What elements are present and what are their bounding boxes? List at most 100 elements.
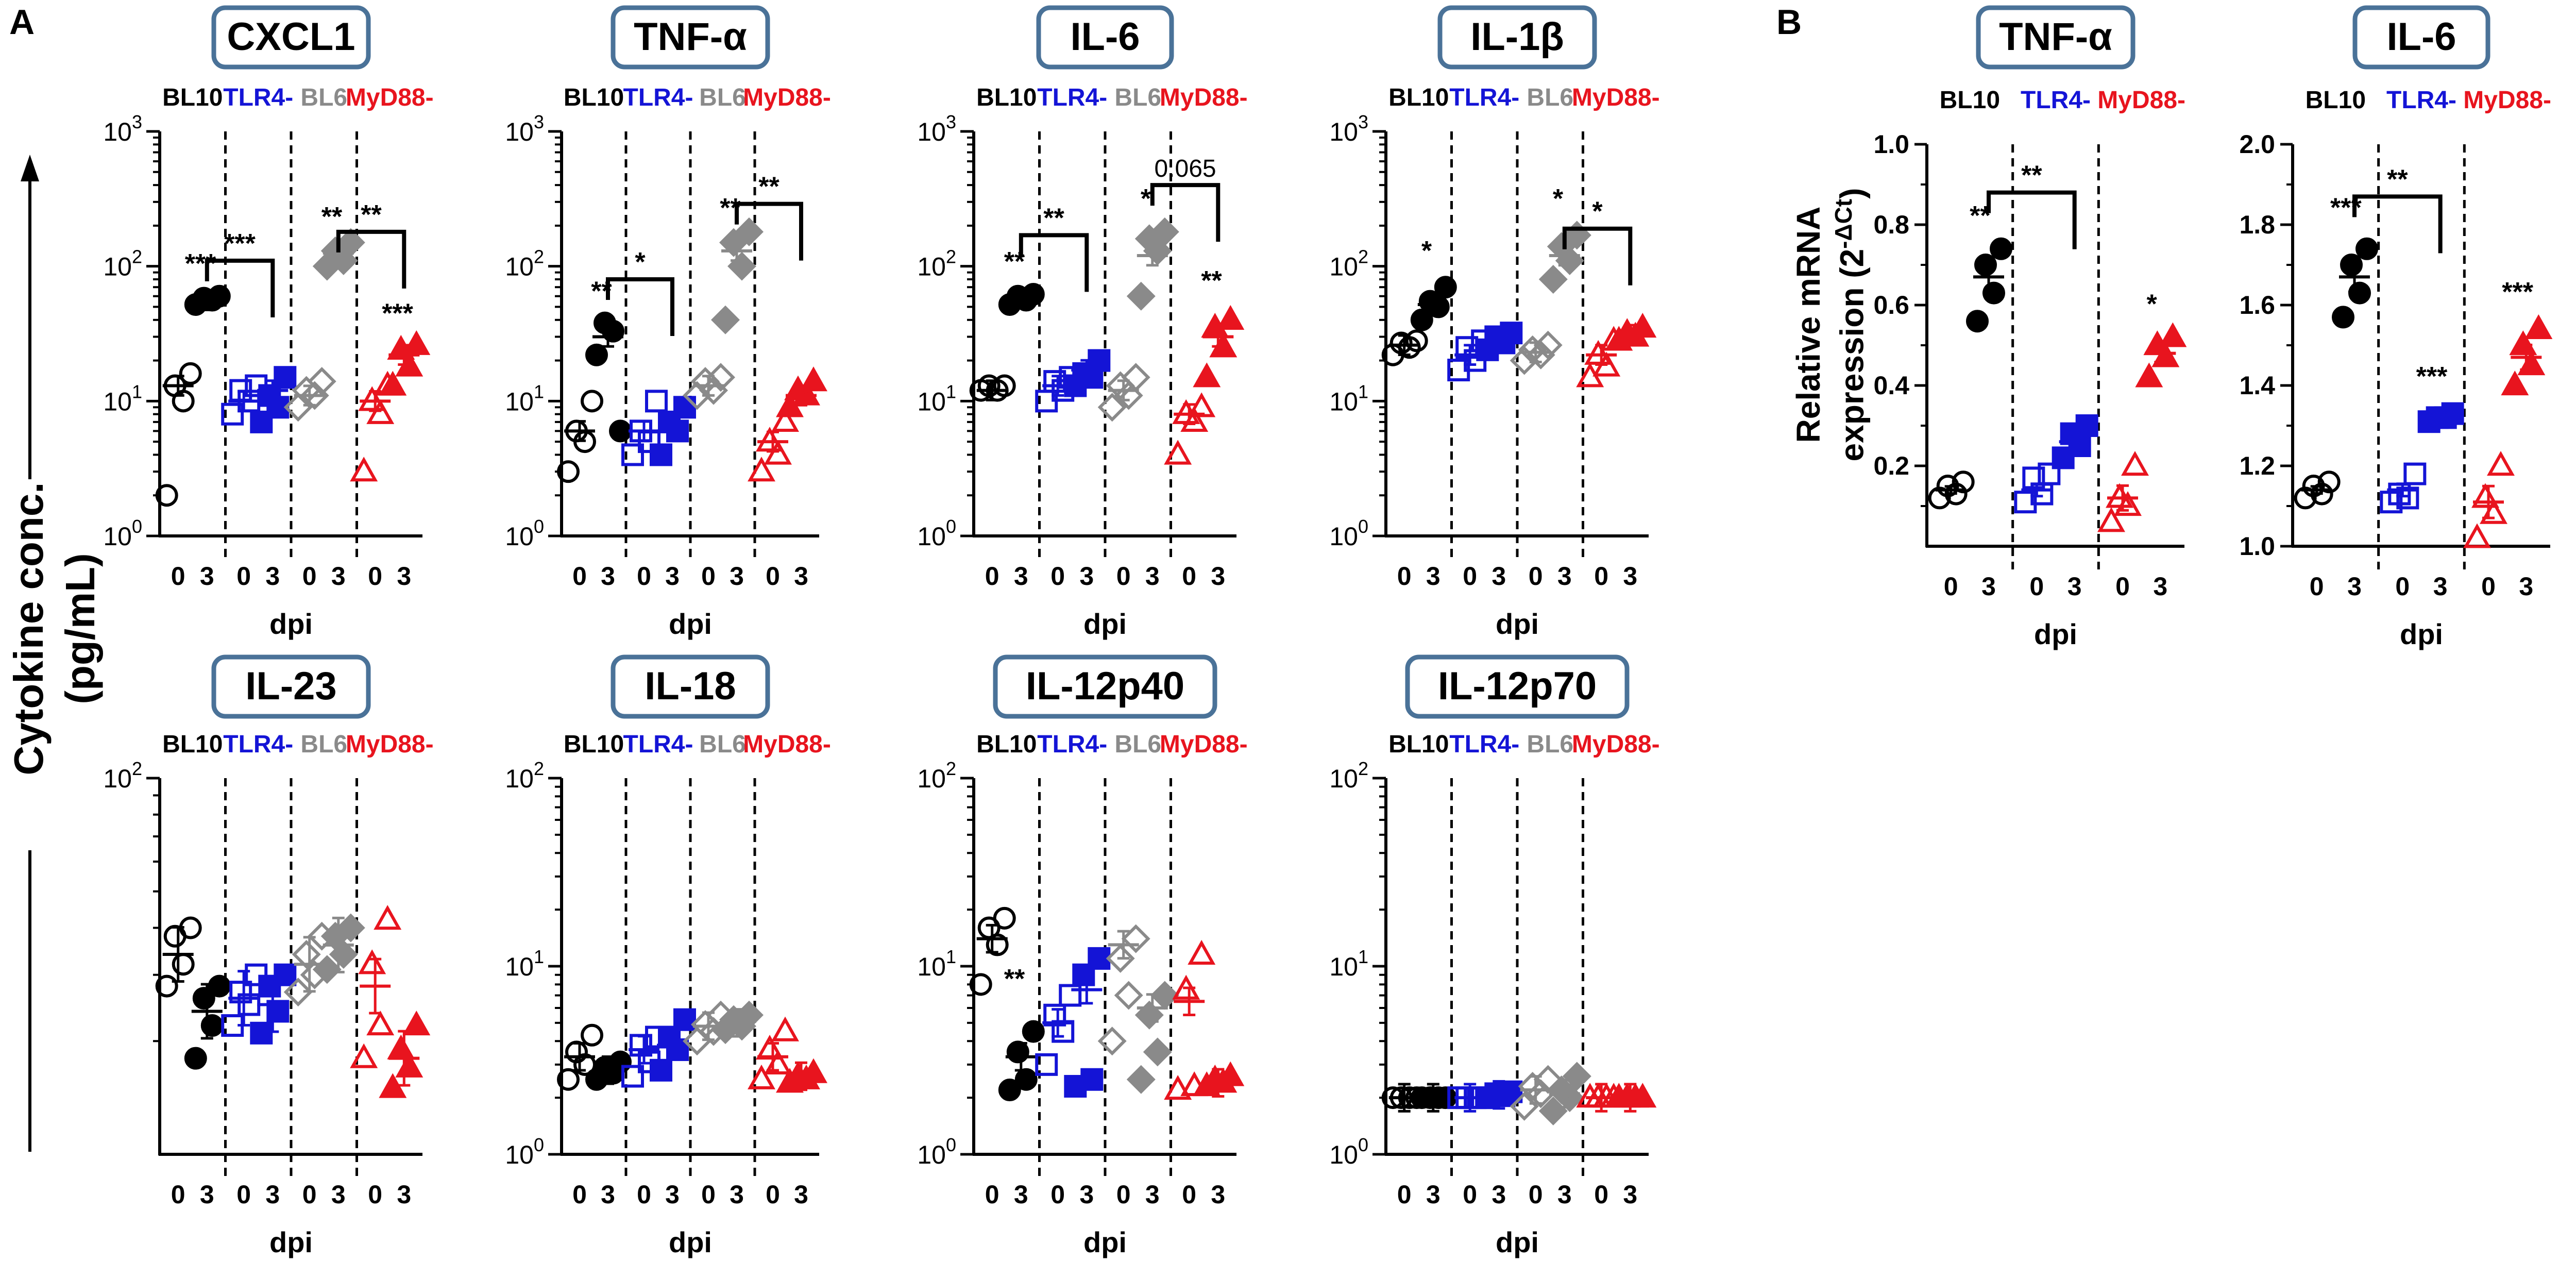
data-point-MyD88-dpi0 (350, 1043, 378, 1068)
chart-title-box (1405, 654, 1630, 719)
data-point-BL6-dpi0 (1518, 1071, 1547, 1101)
data-point-BL10-dpi3 (594, 311, 616, 334)
x-tick-label: 3 (1492, 1180, 1506, 1209)
legend-label-TLR4: TLR4- (223, 731, 293, 758)
y-tick-label: 102 (103, 758, 142, 793)
data-point-TLR4-dpi0 (221, 402, 244, 426)
data-point-BL10-dpi0 (1936, 475, 1959, 497)
x-axis-label: dpi (1083, 1226, 1127, 1258)
data-point-TLR4-dpi0 (621, 443, 644, 466)
data-point-BL6-dpi0 (1097, 1027, 1127, 1056)
data-point-MyD88-dpi0 (366, 1011, 395, 1036)
y-tick-exponent: 1 (1358, 381, 1368, 402)
legend-label-BL10: BL10 (162, 731, 223, 758)
significance-bracket (606, 277, 674, 337)
data-point-BL10-dpi3 (1014, 1068, 1038, 1091)
data-point-TLR4-dpi0 (2014, 491, 2037, 514)
x-tick-label: 3 (601, 562, 615, 591)
data-point-BL6-dpi0 (691, 1010, 720, 1039)
bracket-label: ** (758, 172, 779, 202)
data-point-TLR4-dpi3 (650, 1058, 672, 1082)
data-point-TLR4-dpi0 (2403, 462, 2427, 485)
significance-stars: *** (2416, 362, 2448, 392)
legend-label-BL6: BL6 (1114, 84, 1161, 111)
y-tick-label: 100 (917, 516, 956, 551)
y-tick-exponent: 1 (534, 946, 544, 967)
y-tick-exponent: 2 (534, 246, 544, 267)
data-point-MyD88-dpi0 (764, 440, 792, 465)
legend-label-MyD88: MyD88- (1160, 731, 1248, 758)
data-point-BL10-dpi0 (1405, 329, 1428, 352)
x-tick-label: 3 (1492, 562, 1506, 591)
y-tick-exponent: 0 (946, 1134, 956, 1155)
x-tick-label: 0 (1463, 562, 1477, 591)
chart-title-box (1437, 5, 1597, 70)
data-point-BL6-dpi0 (1510, 346, 1539, 375)
y-tick-exponent: 2 (534, 758, 544, 779)
x-tick-label: 0 (1116, 1180, 1131, 1209)
x-tick-label: 3 (200, 562, 214, 591)
panel-label-b: B (1776, 3, 1802, 42)
legend-label-TLR4: TLR4- (623, 731, 693, 758)
significance-bracket (1562, 226, 1633, 285)
x-tick-label: 3 (2153, 572, 2167, 601)
legend-label-TLR4: TLR4- (1449, 84, 1519, 111)
x-tick-label: 3 (1557, 1180, 1572, 1209)
y-tick-label: 103 (103, 111, 142, 146)
y-tick-label: 101 (1329, 381, 1368, 416)
x-tick-label: 0 (1050, 562, 1065, 591)
legend-label-BL6: BL6 (699, 84, 746, 111)
y-tick-exponent: 0 (534, 516, 544, 537)
data-point-BL10-dpi3 (1434, 276, 1457, 299)
y-tick-label: 101 (505, 381, 544, 416)
x-tick-label: 3 (1079, 1180, 1094, 1209)
y-tick-label: 2.0 (2239, 130, 2275, 159)
data-point-BL6-dpi3 (312, 955, 342, 984)
data-point-BL6-dpi3 (336, 913, 365, 943)
bracket-label: ** (361, 200, 382, 230)
x-tick-label: 3 (1211, 1180, 1225, 1209)
legend-label-BL10: BL10 (976, 731, 1037, 758)
x-tick-label: 3 (331, 562, 346, 591)
data-point-BL6-dpi0 (1533, 330, 1563, 360)
data-point-TLR4-dpi0 (2038, 462, 2061, 485)
chart-title: IL-12p70 (1438, 664, 1597, 708)
data-point-BL6-dpi3 (1126, 1065, 1156, 1094)
data-point-MyD88-dpi3 (1216, 305, 1245, 330)
x-tick-label: 0 (1529, 1180, 1543, 1209)
data-point-BL10-dpi3 (1418, 290, 1442, 313)
significance-stars: ** (321, 202, 343, 232)
x-axis-label: dpi (1083, 608, 1127, 640)
data-point-MyD88-dpi0 (2106, 483, 2133, 508)
x-tick-label: 0 (1116, 562, 1131, 591)
x-tick-label: 3 (265, 562, 280, 591)
data-point-BL6-dpi3 (727, 251, 756, 281)
x-tick-label: 0 (1182, 562, 1196, 591)
chart-title: TNF-α (634, 15, 747, 59)
x-tick-label: 0 (572, 562, 587, 591)
data-point-MyD88-dpi3 (2509, 330, 2537, 356)
data-point-MyD88-dpi0 (358, 386, 386, 411)
x-tick-label: 0 (985, 562, 999, 591)
y-tick-label: 100 (1329, 1134, 1368, 1169)
data-point-TLR4-dpi0 (621, 1065, 644, 1088)
bracket-label: * (635, 247, 646, 277)
significance-bracket (735, 201, 803, 261)
significance-bracket (2352, 194, 2443, 254)
y-tick-label: 0.4 (1873, 371, 1909, 400)
data-point-BL10-dpi3 (609, 419, 632, 443)
x-tick-label: 0 (2395, 572, 2410, 601)
y-tick-label: 1.2 (2239, 451, 2275, 480)
data-point-BL6-dpi0 (706, 363, 735, 392)
legend-label-BL10: BL10 (564, 731, 624, 758)
significance-stars: *** (382, 298, 413, 328)
data-point-BL10-dpi0 (155, 484, 178, 507)
x-axis-label: dpi (269, 1226, 313, 1258)
chart-title: IL-18 (645, 664, 736, 708)
y-axis-label-b: Relative mRNA expression (2-ΔCt) (1788, 129, 1872, 520)
data-point-BL10-dpi0 (1389, 331, 1413, 355)
legend-label-BL10: BL10 (162, 84, 223, 111)
